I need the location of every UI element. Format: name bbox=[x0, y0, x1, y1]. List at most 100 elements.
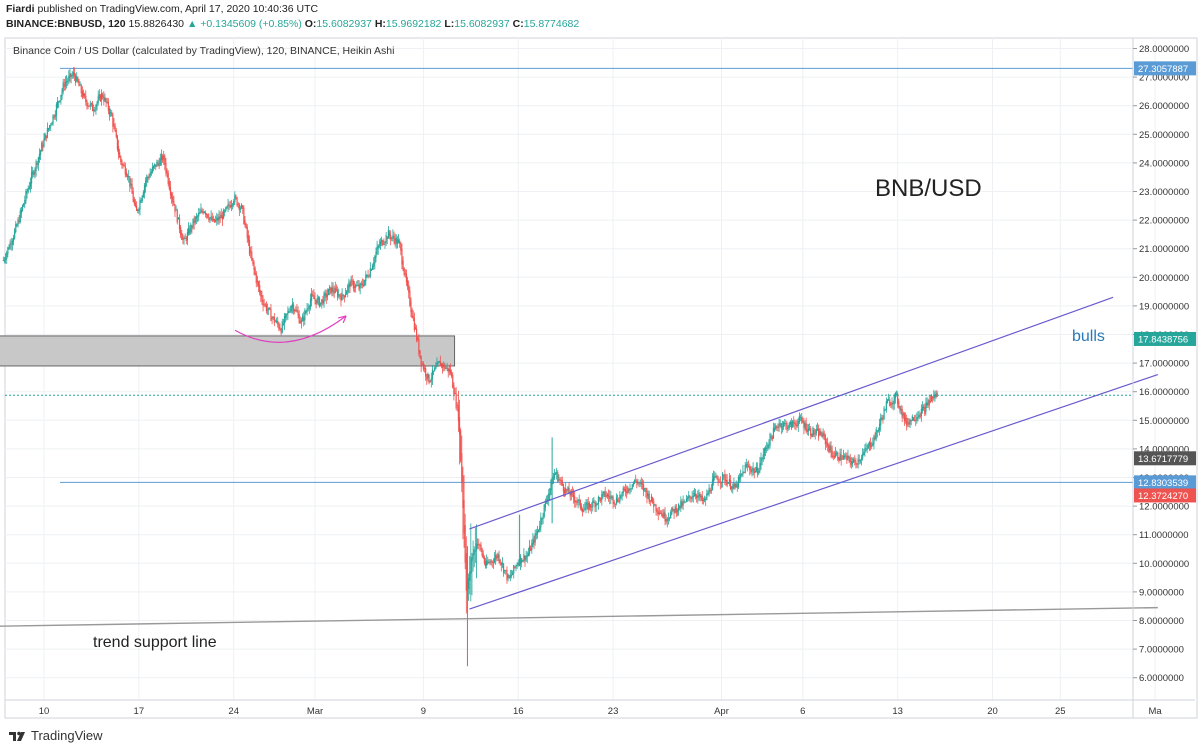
candle-body bbox=[185, 237, 187, 241]
candle-body bbox=[927, 402, 929, 406]
candle-body bbox=[147, 177, 149, 179]
y-tick-label: 17.0000000 bbox=[1139, 359, 1189, 370]
candle-body bbox=[388, 232, 391, 236]
candle-body bbox=[519, 556, 522, 565]
candle-body bbox=[496, 556, 498, 559]
price-label-text: 12.3724270 bbox=[1138, 491, 1188, 502]
candle-body bbox=[155, 164, 157, 168]
candle-body bbox=[405, 273, 408, 283]
candle-body bbox=[668, 517, 671, 519]
candle-body bbox=[561, 480, 563, 486]
price-axis[interactable]: 28.0000000 27.0000000 26.0000000 25.0000000… bbox=[1132, 38, 1196, 718]
candle-body bbox=[122, 164, 124, 166]
candle-body bbox=[489, 562, 491, 564]
candle-body bbox=[732, 485, 734, 489]
candle-body bbox=[419, 350, 421, 358]
candle-body bbox=[201, 210, 203, 212]
candle-body bbox=[252, 258, 254, 264]
candle-body bbox=[209, 217, 211, 220]
candle-body bbox=[837, 452, 839, 460]
candle-body bbox=[932, 396, 934, 399]
candle-body bbox=[894, 393, 896, 398]
candle-body bbox=[186, 232, 189, 241]
candle-body bbox=[783, 422, 785, 427]
candle-body bbox=[871, 445, 873, 447]
candle-body bbox=[683, 501, 685, 503]
candle-body bbox=[582, 509, 584, 513]
candle-body bbox=[895, 393, 898, 395]
candle-body bbox=[602, 492, 604, 496]
candle-body bbox=[35, 161, 37, 171]
candle-body bbox=[635, 480, 637, 482]
candle-body bbox=[490, 560, 492, 563]
candle-body bbox=[286, 313, 288, 315]
candle-body bbox=[473, 549, 475, 556]
candle-body bbox=[396, 239, 399, 245]
candle-body bbox=[256, 280, 259, 282]
candle-body bbox=[552, 476, 554, 484]
candle-body bbox=[3, 259, 6, 261]
candle-body bbox=[499, 559, 501, 564]
candle-body bbox=[114, 125, 116, 132]
candle-body bbox=[225, 207, 227, 212]
candle-body bbox=[684, 501, 686, 503]
candle-body bbox=[12, 237, 15, 242]
candle-body bbox=[200, 209, 202, 213]
candle-body bbox=[839, 452, 841, 461]
candle-body bbox=[285, 313, 287, 318]
candle-body bbox=[374, 256, 376, 264]
candle-body bbox=[707, 494, 709, 496]
candle-body bbox=[731, 486, 733, 490]
candle-body bbox=[140, 200, 142, 203]
y-tick-label: 25.0000000 bbox=[1139, 130, 1189, 141]
time-axis[interactable]: 10 17 24 Mar 9 16 23 Apr 6 13 20 25 Ma bbox=[5, 699, 1195, 717]
candle-body bbox=[16, 225, 18, 227]
candle-body bbox=[788, 423, 790, 428]
price-label-tag bbox=[1134, 451, 1196, 466]
tradingview-brand[interactable]: TradingView bbox=[8, 728, 103, 743]
candle-body bbox=[734, 483, 736, 489]
author-name[interactable]: Fiardi bbox=[6, 3, 35, 15]
candle-body bbox=[681, 502, 683, 507]
candle-body bbox=[103, 96, 105, 102]
candle-body bbox=[562, 484, 565, 492]
candle-body bbox=[539, 526, 541, 530]
candle-body bbox=[449, 369, 452, 374]
price-label-tag bbox=[1134, 488, 1196, 503]
x-tick-label: Mar bbox=[307, 706, 323, 717]
candle-body bbox=[807, 428, 810, 432]
candle-body bbox=[125, 172, 128, 177]
candle-body bbox=[477, 544, 479, 546]
candle-body bbox=[578, 499, 580, 501]
candle-body bbox=[923, 406, 925, 408]
candle-body bbox=[148, 177, 150, 179]
candle-body bbox=[495, 554, 497, 560]
candle-body bbox=[587, 502, 589, 511]
candle-body bbox=[806, 429, 808, 432]
candle-body bbox=[343, 295, 345, 298]
candle-body bbox=[610, 496, 612, 499]
candle-body bbox=[584, 507, 586, 511]
candle-body bbox=[594, 502, 596, 508]
candle-body bbox=[657, 511, 659, 515]
candle-body bbox=[191, 226, 193, 228]
candle-body bbox=[892, 403, 894, 405]
candle-body bbox=[9, 242, 11, 249]
candle-body bbox=[326, 294, 329, 297]
candle-body bbox=[846, 455, 848, 461]
candle-body bbox=[512, 572, 514, 576]
candle-body bbox=[294, 309, 296, 312]
candle-body bbox=[318, 297, 321, 307]
candle-body bbox=[750, 468, 752, 473]
y-tick-label: 10.0000000 bbox=[1139, 559, 1189, 570]
candle-body bbox=[427, 373, 429, 379]
candle-body bbox=[221, 215, 224, 220]
candle-body bbox=[70, 73, 72, 78]
candle-body bbox=[160, 154, 163, 161]
trend-support-line bbox=[0, 606, 1158, 627]
candle-body bbox=[168, 181, 170, 190]
candle-body bbox=[34, 169, 36, 175]
drawings bbox=[0, 296, 1159, 627]
candle-body bbox=[865, 448, 867, 450]
